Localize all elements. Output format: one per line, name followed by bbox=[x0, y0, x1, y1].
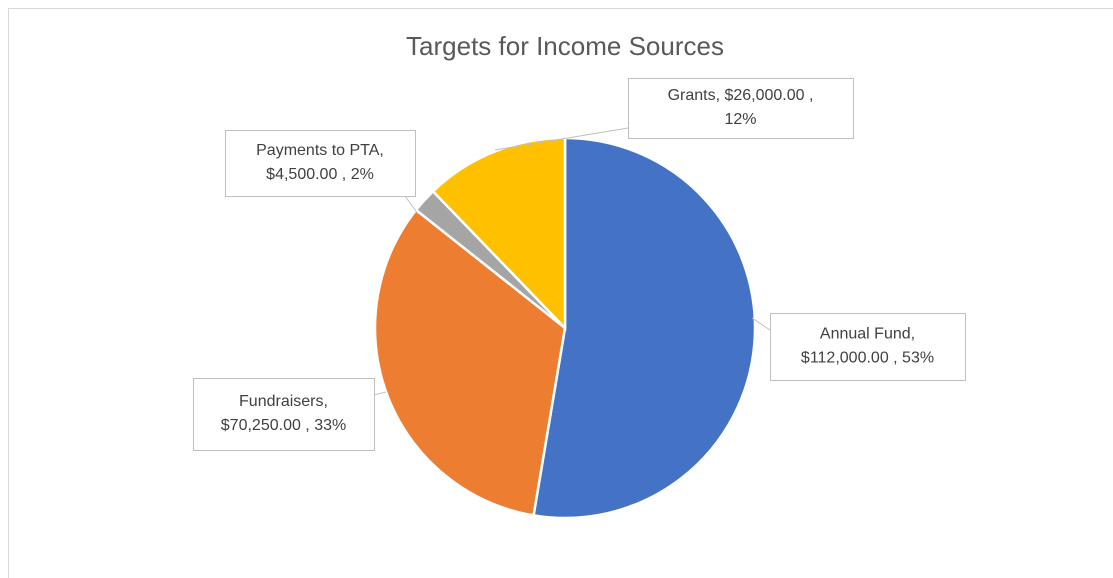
leader-line bbox=[751, 317, 771, 331]
pie-slice bbox=[532, 136, 757, 520]
data-label: $4,500.00 , 2% bbox=[266, 166, 374, 183]
data-label-box bbox=[628, 78, 854, 139]
data-label: Annual Fund, bbox=[820, 326, 915, 343]
data-label-box bbox=[770, 313, 966, 381]
data-label: 12% bbox=[724, 111, 756, 128]
data-label-box bbox=[225, 130, 416, 197]
leader-line bbox=[494, 127, 629, 151]
data-label: Fundraisers, bbox=[239, 393, 328, 410]
data-label: $112,000.00 , 53% bbox=[801, 350, 934, 367]
data-label: Payments to PTA, bbox=[256, 142, 384, 159]
leader-line bbox=[404, 195, 419, 215]
data-label: $70,250.00 , 33% bbox=[221, 417, 346, 434]
chart-title: Targets for Income Sources bbox=[406, 31, 724, 61]
leader-line bbox=[373, 391, 387, 396]
pie-slice bbox=[373, 208, 567, 517]
data-label-box bbox=[193, 378, 375, 451]
data-label: Grants, $26,000.00 , bbox=[668, 87, 814, 104]
pie-slice bbox=[431, 136, 567, 332]
